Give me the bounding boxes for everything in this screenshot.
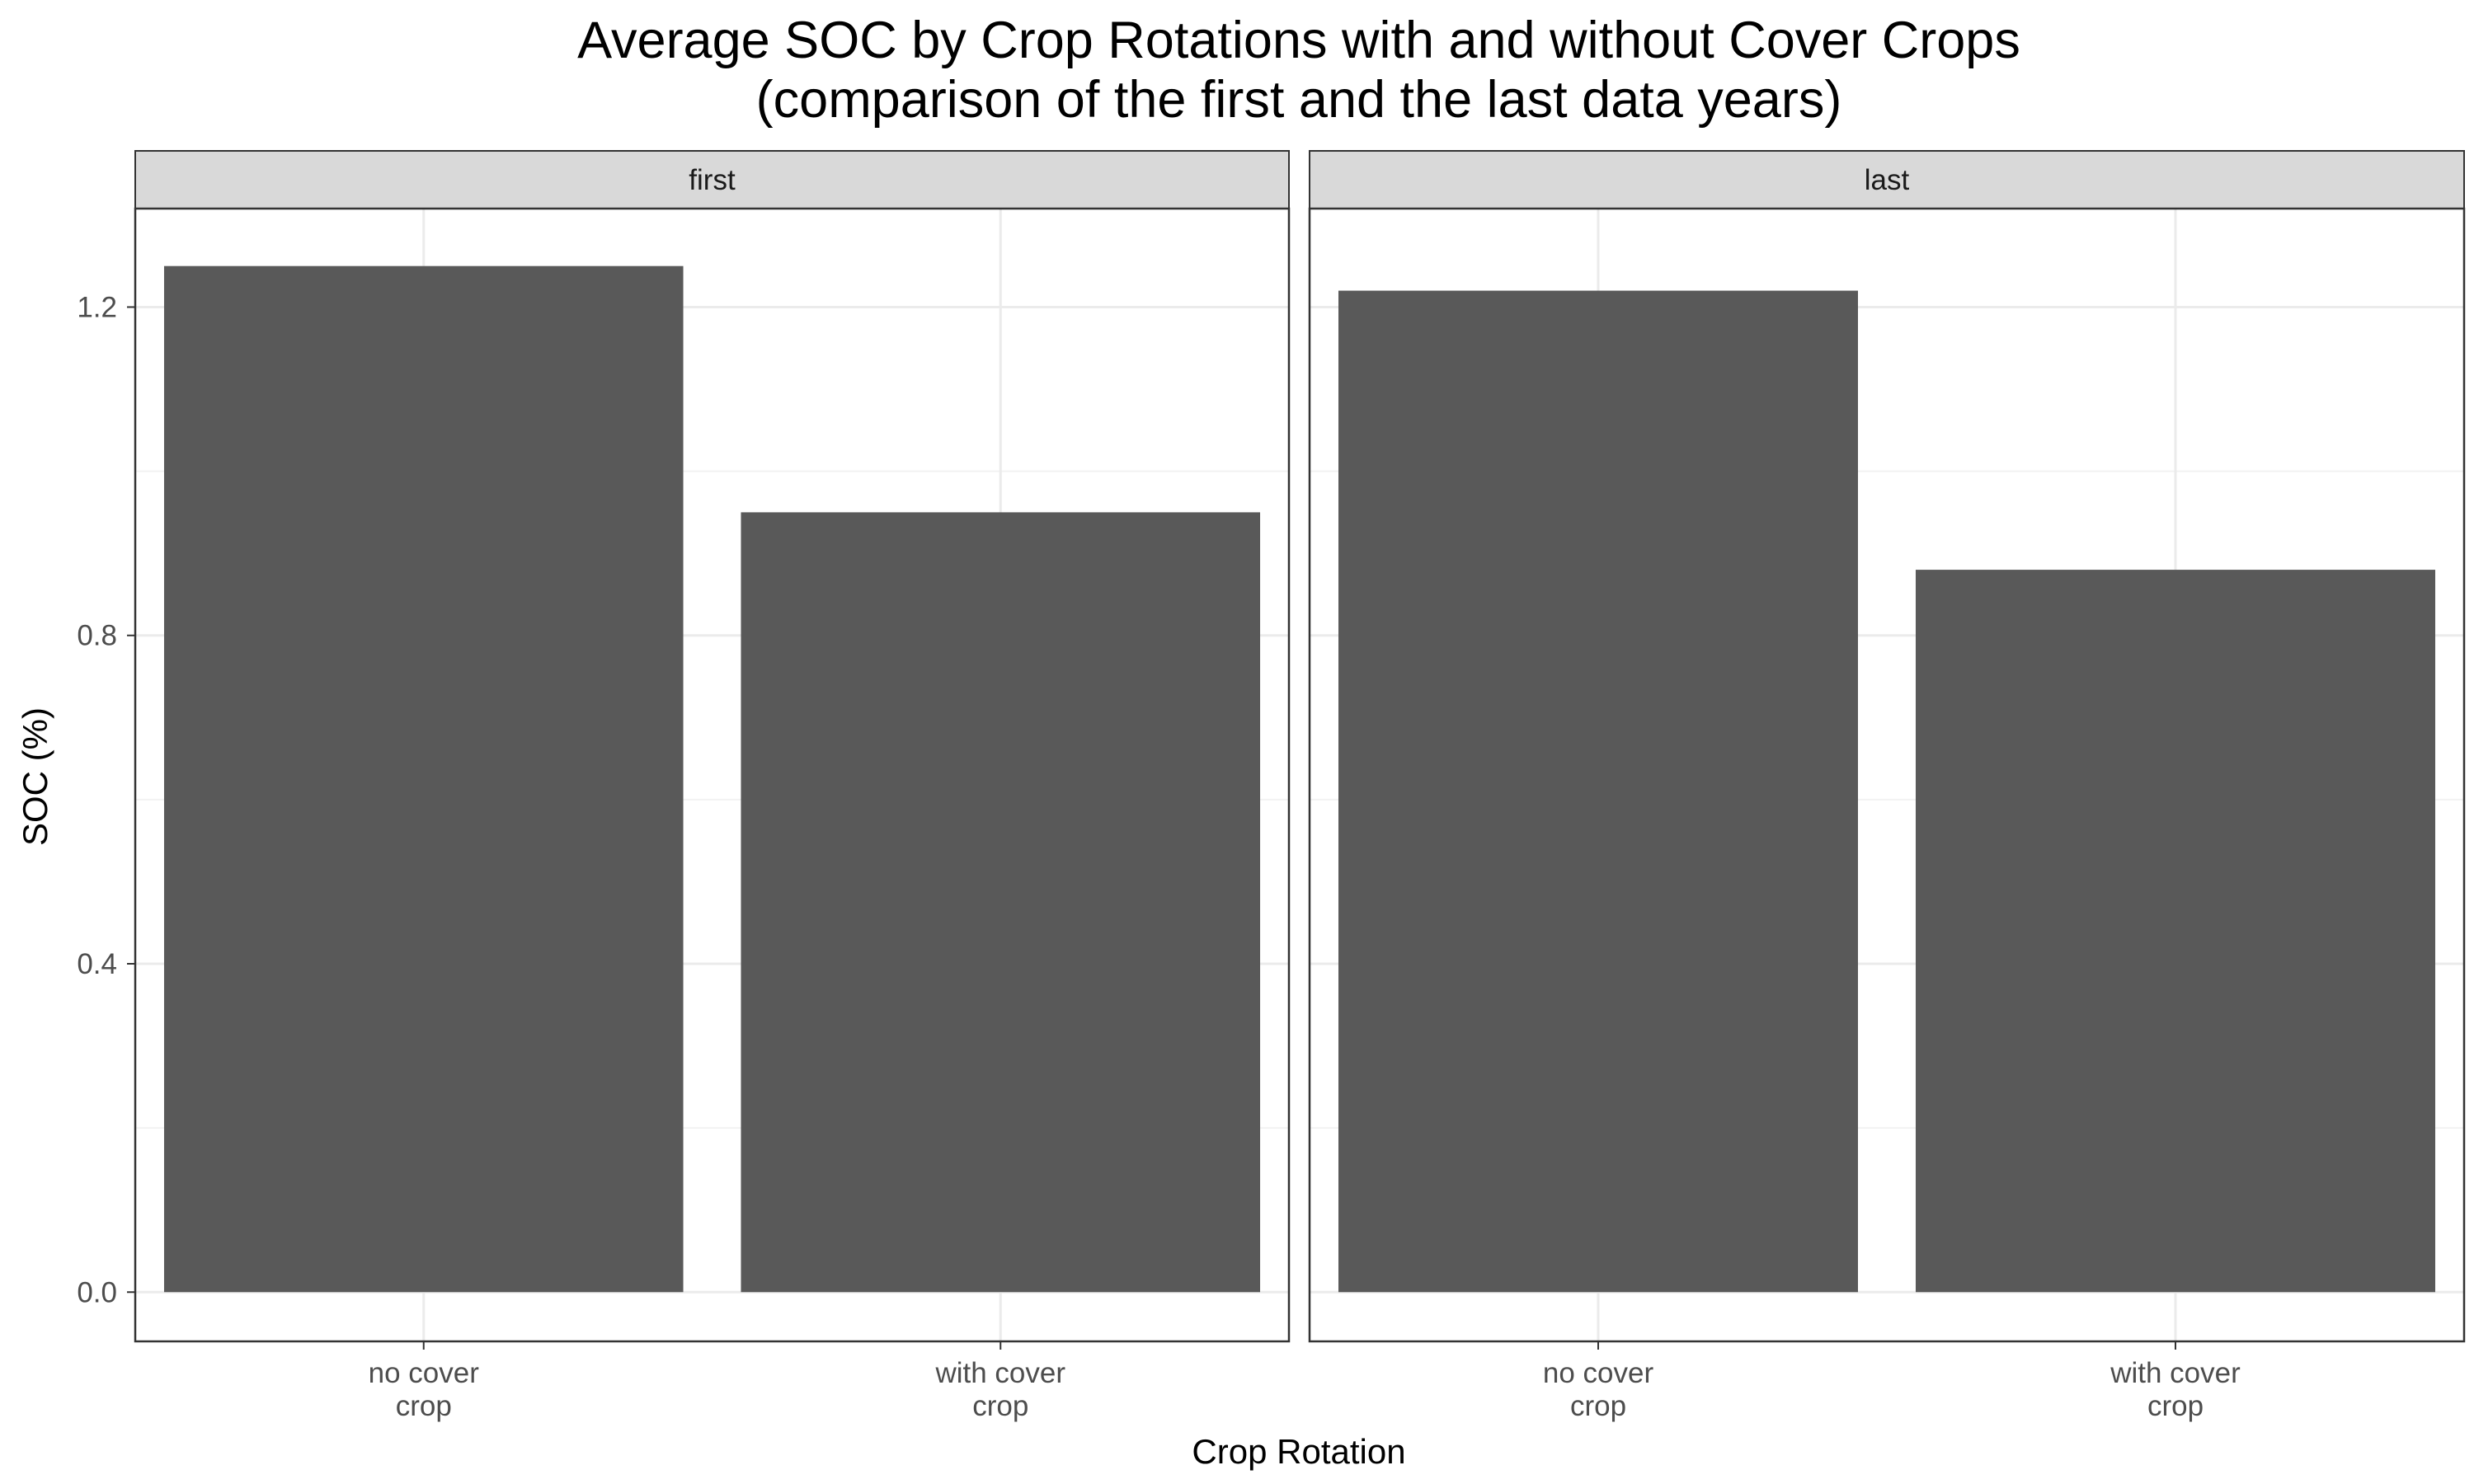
x-tick-label: no cover: [369, 1357, 480, 1389]
y-tick-label: 1.2: [77, 291, 117, 323]
x-tick-label: with cover: [934, 1357, 1065, 1389]
x-tick-label: crop: [1570, 1390, 1626, 1422]
chart-title-line-2: (comparison of the first and the last da…: [756, 71, 1842, 129]
facet-strip-label: first: [689, 164, 736, 196]
y-tick-label: 0.8: [77, 620, 117, 652]
x-tick-label: with cover: [2109, 1357, 2241, 1389]
y-tick-label: 0.4: [77, 948, 117, 980]
panel-border: [134, 207, 1291, 1343]
y-tick-label: 0.0: [77, 1276, 117, 1308]
bar-last-1: [1338, 290, 1858, 1293]
x-tick-label: no cover: [1543, 1357, 1654, 1389]
x-tick-label: crop: [972, 1390, 1028, 1422]
bar-first-1: [163, 265, 684, 1293]
x-tick-label: crop: [2147, 1390, 2204, 1422]
chart-title-line-1: Average SOC by Crop Rotations with and w…: [577, 12, 2020, 69]
facet-strip: [1309, 150, 2465, 209]
facet-strip-label: last: [1865, 164, 1910, 196]
x-axis-title: Crop Rotation: [1192, 1432, 1405, 1471]
x-tick-label: crop: [396, 1390, 452, 1422]
panel-border: [1308, 207, 2466, 1343]
bar-first-2: [741, 512, 1261, 1293]
bar-last-2: [1916, 570, 2435, 1293]
y-axis-title: SOC (%): [16, 707, 54, 846]
